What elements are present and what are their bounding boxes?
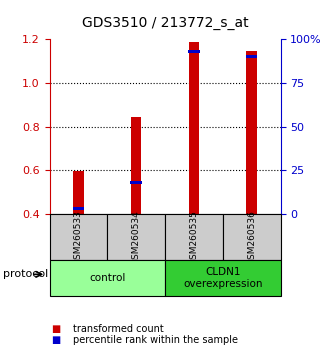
Bar (107, 214, 165, 260)
Text: transformed count: transformed count (73, 324, 163, 334)
Text: CLDN1
overexpression: CLDN1 overexpression (183, 267, 262, 289)
Bar (73, 207, 84, 210)
Bar (130, 181, 142, 184)
Text: GSM260536: GSM260536 (247, 210, 256, 265)
Bar (247, 51, 257, 214)
Text: percentile rank within the sample: percentile rank within the sample (73, 335, 238, 345)
Text: GDS3510 / 213772_s_at: GDS3510 / 213772_s_at (82, 16, 248, 30)
Bar (189, 42, 199, 214)
Text: control: control (89, 273, 125, 283)
Text: ■: ■ (51, 335, 61, 345)
Bar (246, 55, 257, 58)
Text: protocol: protocol (3, 269, 49, 279)
Bar (165, 214, 223, 260)
Bar (188, 50, 200, 53)
Text: GSM260535: GSM260535 (189, 210, 198, 265)
Text: ■: ■ (51, 324, 61, 334)
Text: GSM260534: GSM260534 (132, 210, 141, 264)
Bar (223, 214, 280, 260)
Bar (50, 260, 165, 296)
Bar (50, 214, 107, 260)
Bar (165, 260, 280, 296)
Bar (131, 117, 141, 214)
Text: GSM260533: GSM260533 (74, 210, 83, 265)
Bar (73, 171, 83, 214)
